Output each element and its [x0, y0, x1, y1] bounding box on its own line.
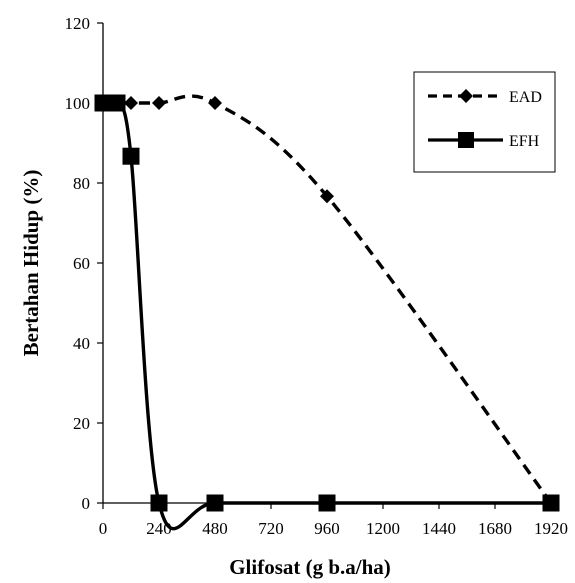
y-tick-label: 40 [73, 334, 90, 353]
data-point-ead [152, 96, 166, 110]
y-ticks: 0 20 40 60 80 100 120 [65, 14, 103, 513]
y-tick-label: 20 [73, 414, 90, 433]
y-tick-label: 0 [82, 494, 91, 513]
x-tick-label: 0 [99, 519, 108, 538]
legend-box [413, 71, 556, 173]
data-point-ead [320, 189, 334, 204]
y-tick-label: 60 [73, 254, 90, 273]
legend-efh-label: EFH [509, 133, 540, 150]
legend-ead-marker-diamond-icon [459, 89, 473, 103]
x-tick-label: 1920 [534, 519, 568, 538]
legend: EAD EFH [413, 71, 556, 173]
data-point-ead [208, 96, 222, 110]
y-tick-label: 80 [73, 174, 90, 193]
y-tick-label: 100 [65, 94, 91, 113]
data-point-efh [122, 147, 140, 165]
x-axis-title: Glifosat (g b.a/ha) [229, 555, 391, 579]
x-tick-label: 960 [314, 519, 340, 538]
x-tick-label: 1440 [422, 519, 456, 538]
x-tick-label: 480 [202, 519, 228, 538]
data-point-ead [124, 96, 138, 110]
legend-efh-marker-square-icon [458, 132, 474, 148]
x-tick-label: 720 [258, 519, 284, 538]
x-tick-label: 1680 [478, 519, 512, 538]
data-point-efh [108, 94, 126, 112]
plot-area: 0 20 40 60 80 100 120 0 240 480 720 960 1200 1440 168… [65, 14, 569, 538]
legend-ead-label: EAD [509, 89, 542, 106]
x-tick-label: 240 [146, 519, 172, 538]
y-tick-label: 120 [65, 14, 91, 33]
x-tick-label: 1200 [366, 519, 400, 538]
y-axis-title: Bertahan Hidup (%) [19, 170, 43, 357]
x-ticks: 0 240 480 720 960 1200 1440 1680 1920 [99, 503, 568, 538]
